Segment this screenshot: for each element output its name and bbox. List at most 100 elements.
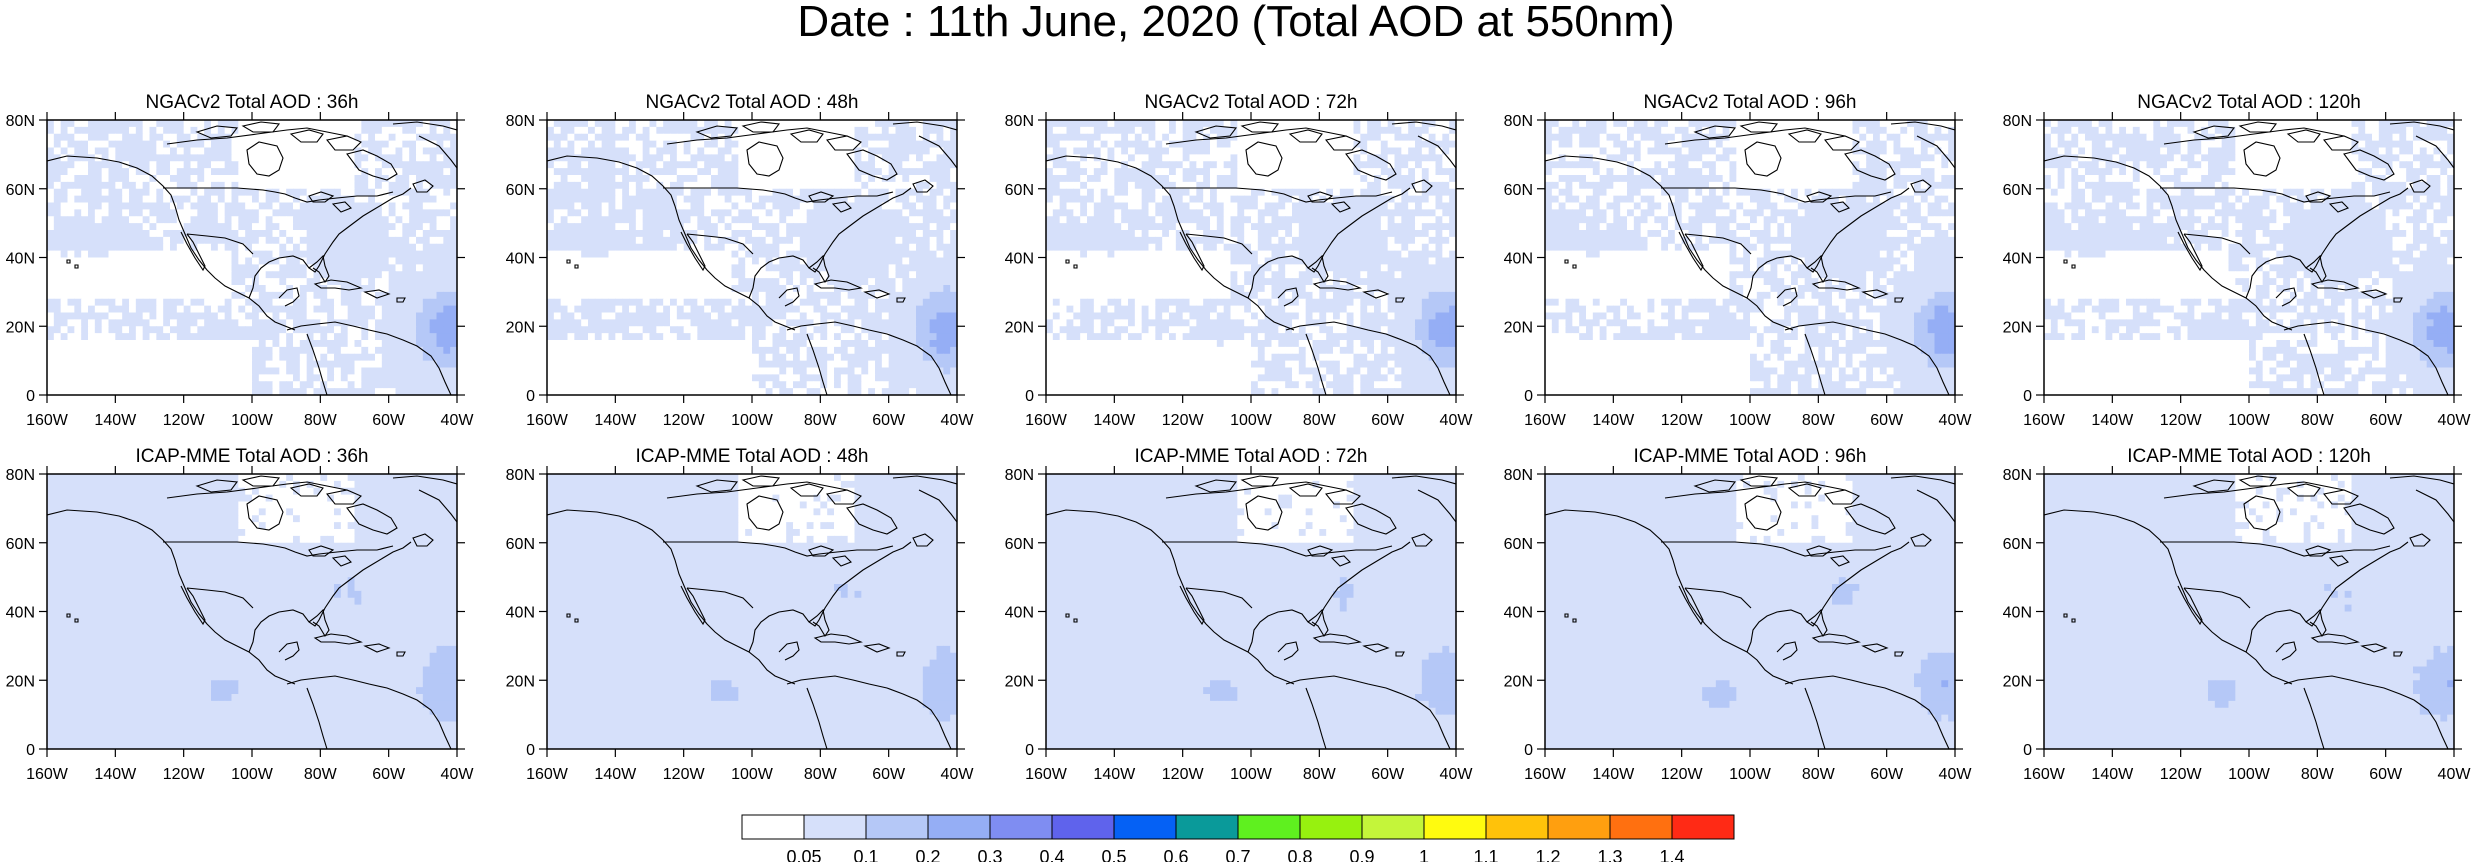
aod-cell [888, 326, 897, 334]
aod-cell [388, 353, 397, 362]
aod-cell [347, 340, 356, 348]
aod-cell [190, 140, 198, 149]
aod-cell [252, 278, 260, 286]
aod-cell [436, 360, 444, 369]
aod-cell [375, 243, 383, 252]
aod-cell [758, 133, 767, 142]
aod-cell [717, 230, 726, 238]
aod-cell [402, 264, 410, 272]
aod-cell [615, 353, 623, 362]
aod-cell [888, 230, 897, 238]
aod-cell [204, 285, 212, 293]
aod-cell [581, 360, 589, 369]
aod-cell [450, 133, 457, 142]
aod-cell [395, 181, 403, 190]
aod-cell [868, 257, 876, 265]
aod-cell [547, 209, 555, 217]
aod-cell [252, 298, 260, 307]
aod-cell [252, 360, 260, 369]
aod-cell [204, 133, 212, 142]
aod-cell [306, 271, 315, 279]
aod-cell [697, 340, 705, 348]
aod-cell [888, 257, 897, 265]
aod-cell [635, 216, 644, 224]
aod-cell [581, 161, 589, 169]
aod-cell [642, 181, 651, 190]
aod-cell [299, 278, 308, 286]
aod-cell [861, 216, 869, 224]
aod-cell [799, 168, 808, 176]
aod-cell [149, 250, 157, 259]
aod-cell [409, 312, 417, 320]
aod-cell [656, 216, 664, 224]
aod-cell [388, 374, 397, 382]
aod-cell [217, 285, 226, 293]
aod-cell [286, 147, 294, 155]
aod-cell [642, 216, 651, 224]
aod-cell [422, 271, 431, 279]
aod-cell [574, 257, 582, 265]
aod-cell [813, 147, 821, 155]
aod-cell [547, 175, 555, 183]
aod-cell [547, 285, 555, 293]
aod-cell [176, 126, 185, 135]
aod-cell [690, 374, 698, 382]
aod-cell [47, 278, 55, 286]
aod-cell [436, 374, 444, 382]
aod-cell [594, 291, 603, 300]
aod-cell [840, 285, 849, 293]
aod-cell [916, 168, 924, 176]
aod-cell [388, 305, 397, 314]
aod-cell [752, 381, 760, 389]
aod-cell [306, 209, 315, 217]
aod-cell [340, 230, 349, 238]
aod-cell [936, 140, 944, 149]
aod-cell [122, 381, 130, 389]
aod-cell [752, 133, 760, 142]
aod-cell [881, 175, 890, 183]
aod-cell [163, 223, 171, 231]
aod-cell [293, 264, 301, 272]
aod-cell [245, 305, 253, 314]
aod-cell [929, 326, 938, 334]
aod-cell [581, 133, 589, 142]
aod-cell [909, 374, 917, 382]
aod-cell [422, 367, 431, 375]
aod-cell [286, 195, 294, 204]
aod-cell [354, 230, 362, 238]
aod-cell [724, 120, 733, 128]
aod-cell [731, 367, 739, 375]
aod-cell [265, 216, 274, 224]
aod-cell [799, 147, 808, 155]
aod-cell [395, 319, 403, 327]
aod-cell [690, 271, 698, 279]
aod-cell [238, 140, 246, 149]
aod-cell [888, 161, 897, 169]
aod-cell [211, 230, 219, 238]
aod-cell [252, 202, 260, 210]
aod-cell [279, 236, 287, 245]
aod-cell [293, 271, 301, 279]
aod-cell [752, 243, 760, 252]
aod-cell [820, 209, 828, 217]
aod-cell [67, 168, 75, 176]
aod-cell [861, 285, 869, 293]
aod-cell [156, 319, 164, 327]
aod-cell [594, 209, 603, 217]
aod-cell [53, 319, 62, 327]
aod-cell [1298, 126, 1307, 135]
aod-cell [629, 202, 637, 210]
aod-cell [663, 188, 671, 197]
aod-cell [786, 216, 794, 224]
aod-cell [676, 298, 685, 307]
aod-cell [53, 326, 62, 334]
aod-cell [615, 333, 623, 341]
aod-cell [909, 257, 917, 265]
aod-cell [745, 340, 753, 348]
aod-cell [888, 168, 897, 176]
aod-cell [1059, 126, 1068, 135]
aod-cell [902, 243, 910, 252]
aod-cell [334, 367, 342, 375]
aod-cell [334, 202, 342, 210]
aod-cell [724, 236, 733, 245]
